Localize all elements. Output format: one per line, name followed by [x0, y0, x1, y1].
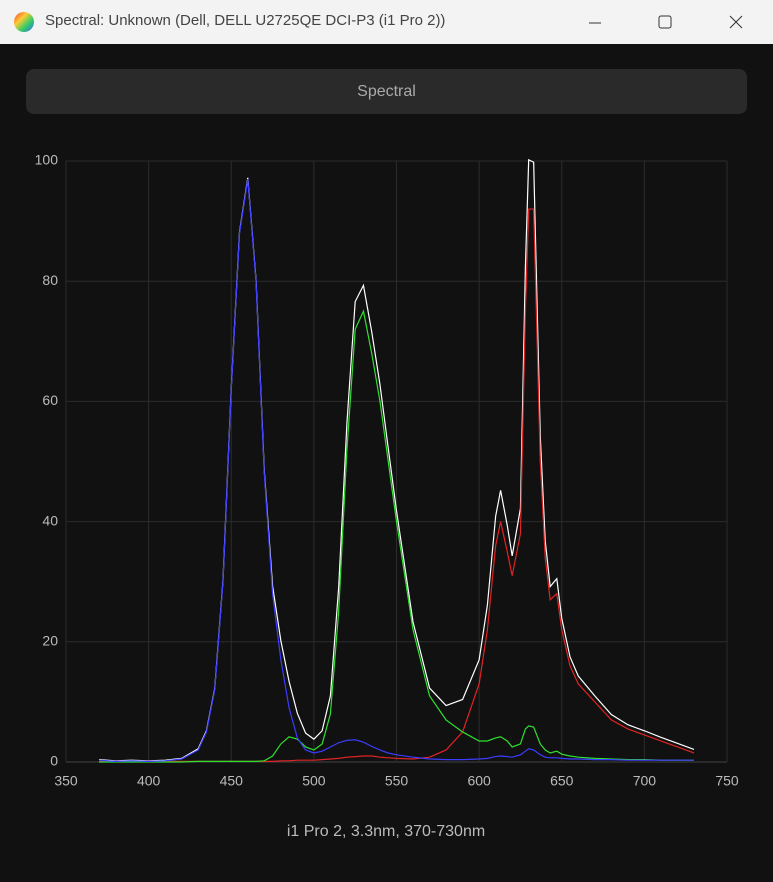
y-tick-label: 40 [42, 512, 58, 528]
maximize-button[interactable] [658, 15, 672, 29]
close-button[interactable] [729, 15, 743, 29]
y-tick-label: 80 [42, 272, 58, 288]
spectral-button[interactable]: Spectral [26, 69, 747, 114]
chart-caption: i1 Pro 2, 3.3nm, 370-730nm [287, 823, 485, 840]
x-tick-label: 450 [220, 773, 244, 789]
x-tick-label: 600 [467, 773, 491, 789]
x-tick-label: 350 [54, 773, 78, 789]
y-tick-label: 60 [42, 392, 58, 408]
window-title: Spectral: Unknown (Dell, DELL U2725QE DC… [45, 12, 446, 29]
y-tick-label: 20 [42, 633, 58, 649]
chart: i1 Pro 2, 3.3nm, 370-730nm 0 20 40 60 80 100 3… [35, 152, 739, 841]
x-tick-label: 400 [137, 773, 161, 789]
spectrum-line [99, 309, 694, 763]
x-tick-label: 700 [633, 773, 657, 789]
spectrum-line [99, 178, 694, 763]
y-tick-label: 0 [50, 753, 58, 769]
x-tick-label: 650 [550, 773, 574, 789]
x-tick-label: 750 [715, 773, 739, 789]
app-icon [14, 12, 34, 32]
x-tick-label: 500 [302, 773, 326, 789]
title-bar-icons [14, 12, 743, 32]
title-bar: Spectral: Unknown (Dell, DELL U2725QE DC… [0, 0, 773, 44]
y-tick-label: 100 [35, 152, 59, 168]
x-tick-label: 550 [385, 773, 409, 789]
